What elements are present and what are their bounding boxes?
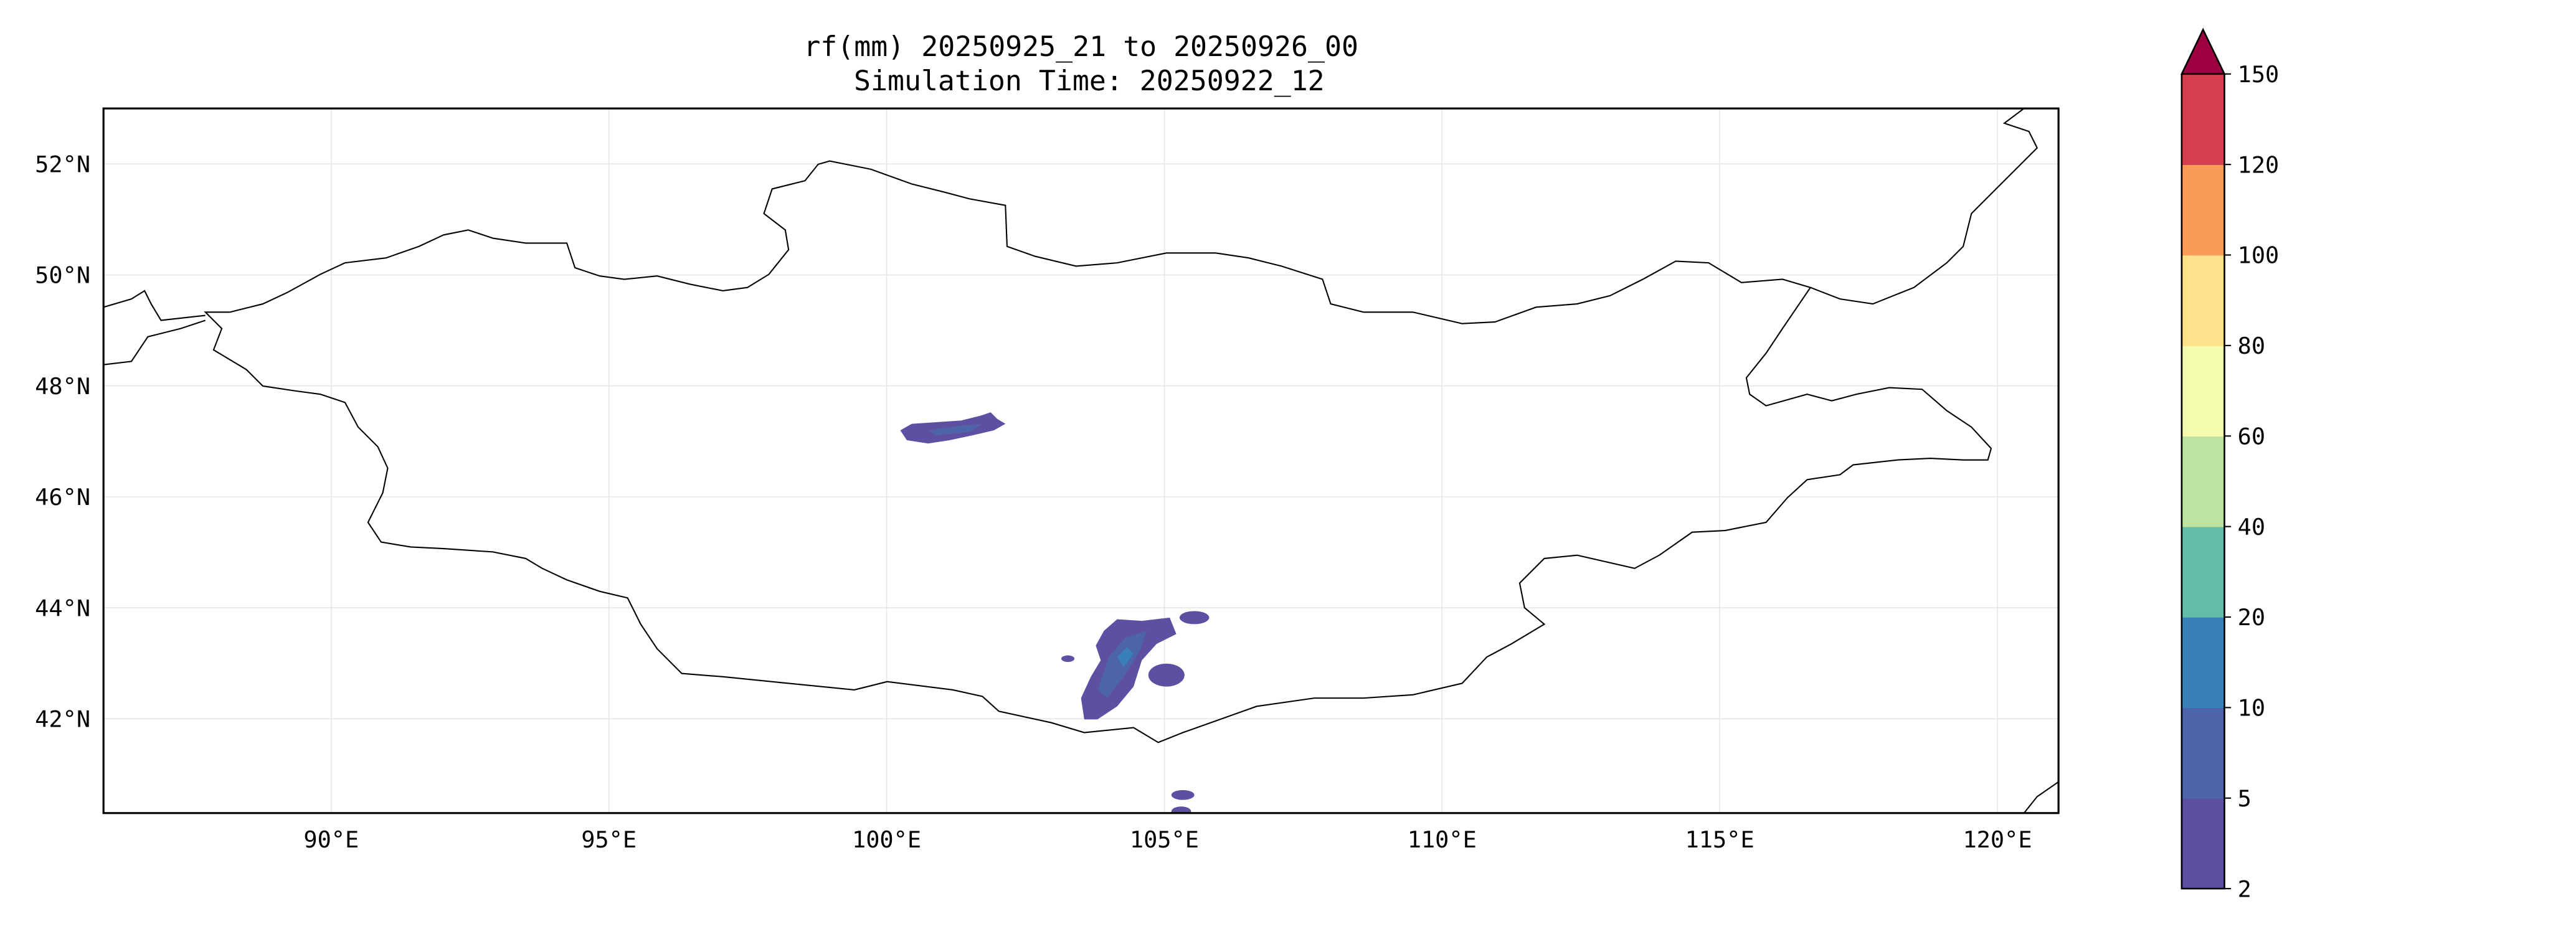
colorbar-tick-label: 120: [2238, 151, 2280, 178]
country-borders: [103, 108, 2059, 813]
rain-area-central-core: [928, 423, 983, 436]
rain-area-small-5: [1061, 655, 1075, 663]
east-coast: [2023, 781, 2059, 813]
colorbar: 2 5 10 20 40 60 80 100 120 150: [2180, 27, 2280, 902]
colorbar-segment: [2181, 617, 2225, 709]
colorbar-segment: [2181, 255, 2225, 346]
gridlines: [103, 108, 2059, 813]
rainfall-areas: [900, 412, 1210, 813]
colorbar-tick-label: 20: [2238, 604, 2265, 631]
y-tick-label: 52°N: [35, 151, 90, 177]
west-border-1: [103, 290, 206, 321]
x-axis-ticks: 90°E 95°E 100°E 105°E 110°E 115°E 120°E: [303, 826, 2032, 853]
colorbar-tick-label: 5: [2238, 785, 2252, 812]
rain-area-south-core-2: [1117, 647, 1134, 667]
colorbar-tick-label: 40: [2238, 514, 2265, 540]
west-border-2: [103, 319, 206, 366]
x-tick-label: 110°E: [1408, 826, 1477, 853]
russia-china-border: [1810, 108, 2039, 305]
colorbar-segment: [2181, 526, 2225, 618]
colorbar-tick-label: 60: [2238, 423, 2265, 450]
colorbar-segment: [2181, 707, 2225, 799]
mongolia-border: [204, 160, 1992, 743]
colorbar-tick-label: 2: [2238, 875, 2252, 902]
colorbar-tick-label: 80: [2238, 333, 2265, 359]
y-tick-label: 48°N: [35, 373, 90, 400]
map-area: 90°E 95°E 100°E 105°E 110°E 115°E 120°E 42°N 44…: [35, 107, 2060, 853]
colorbar-tick-label: 150: [2238, 61, 2280, 88]
y-tick-label: 46°N: [35, 484, 90, 511]
x-tick-label: 115°E: [1685, 826, 1754, 853]
x-tick-label: 95°E: [581, 826, 637, 853]
colorbar-frame: [2181, 73, 2225, 890]
colorbar-tick-label: 100: [2238, 242, 2280, 269]
rain-area-small-3: [1171, 790, 1195, 800]
rain-area-small-1: [1148, 663, 1185, 687]
y-tick-label: 44°N: [35, 595, 90, 621]
colorbar-segment: [2181, 798, 2225, 889]
colorbar-tick-label: 10: [2238, 695, 2265, 722]
chart-title: rf(mm) 20250925_21 to 20250926_00: [803, 30, 1358, 63]
rain-area-small-4: [1171, 806, 1191, 813]
colorbar-segment: [2181, 164, 2225, 256]
x-tick-label: 105°E: [1130, 826, 1199, 853]
colorbar-segment: [2181, 345, 2225, 437]
chart-subtitle: Simulation Time: 20250922_12: [854, 64, 1325, 97]
x-tick-label: 100°E: [852, 826, 921, 853]
y-tick-label: 50°N: [35, 262, 90, 289]
y-axis-ticks: 42°N 44°N 46°N 48°N 50°N 52°N: [35, 151, 90, 732]
x-tick-label: 120°E: [1963, 826, 2032, 853]
colorbar-extend-arrow: [2180, 27, 2226, 75]
rain-area-small-2: [1179, 611, 1210, 625]
y-tick-label: 42°N: [35, 705, 90, 732]
map-frame: [102, 107, 2060, 814]
colorbar-segment: [2181, 73, 2225, 165]
colorbar-segment: [2181, 436, 2225, 527]
x-tick-label: 90°E: [303, 826, 359, 853]
